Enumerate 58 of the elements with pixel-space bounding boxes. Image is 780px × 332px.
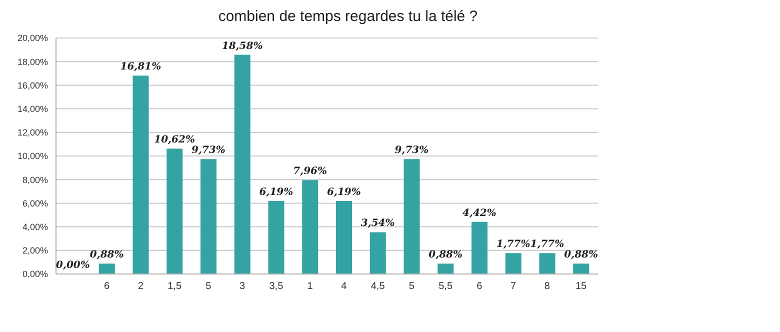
data-label: 4,42% <box>462 208 497 219</box>
bar <box>472 222 488 274</box>
x-tick-label: 3 <box>240 281 246 292</box>
y-tick-label: 14,00% <box>17 104 48 114</box>
data-label: 7,96% <box>293 166 328 178</box>
x-tick-label: 1 <box>307 281 314 292</box>
data-label: 16,81% <box>120 62 162 73</box>
data-label: 0,88% <box>564 250 598 261</box>
bar <box>370 232 386 274</box>
y-tick-label: 4,00% <box>22 222 48 232</box>
x-tick-label: 3,5 <box>269 281 284 292</box>
bar <box>404 159 420 274</box>
y-tick-label: 8,00% <box>22 174 48 185</box>
y-tick-label: 16,00% <box>17 80 48 90</box>
data-label: 0,88% <box>428 250 463 261</box>
bar <box>573 264 590 274</box>
data-label: 3,54% <box>360 218 396 230</box>
y-tick-label: 2,00% <box>22 246 48 256</box>
y-tick-label: 10,00% <box>17 151 48 162</box>
x-tick-label: 7 <box>510 281 517 292</box>
y-tick-label: 6,00% <box>22 198 48 208</box>
x-tick-label: 5,5 <box>438 281 453 292</box>
data-label: 0,00% <box>56 260 90 271</box>
data-label: 0,88% <box>90 250 124 261</box>
data-label: 10,62% <box>154 134 196 146</box>
y-tick-label: 12,00% <box>17 128 48 138</box>
bar <box>200 159 216 274</box>
x-tick-label: 6 <box>476 281 483 292</box>
bar <box>438 264 454 274</box>
data-label: 6,19% <box>259 186 294 198</box>
data-label: 1,77% <box>530 239 565 250</box>
bar <box>302 180 318 274</box>
x-tick-label: 8 <box>544 281 550 292</box>
bar <box>132 76 149 274</box>
bar <box>336 200 352 274</box>
x-tick-label: 15 <box>576 281 588 292</box>
x-tick-label: 5 <box>408 281 415 292</box>
data-label: 6,19% <box>327 186 362 198</box>
y-tick-label: 20,00% <box>17 33 48 44</box>
chart-title: combien de temps regardes tu la télé ? <box>217 8 479 27</box>
bar <box>505 253 522 274</box>
data-label: 9,73% <box>192 145 226 156</box>
bar <box>234 54 250 274</box>
data-label: 1,77% <box>496 239 531 250</box>
x-tick-label: 5 <box>206 281 212 292</box>
data-label: 18,58% <box>222 40 264 52</box>
bar <box>166 148 183 274</box>
bar <box>539 253 556 274</box>
x-tick-label: 2 <box>138 281 144 292</box>
y-tick-label: 0,00% <box>22 269 48 280</box>
x-tick-label: 4,5 <box>370 281 386 292</box>
bar <box>268 200 284 274</box>
x-tick-label: 4 <box>341 281 348 292</box>
x-tick-label: 6 <box>104 281 110 292</box>
y-tick-label: 18,00% <box>17 56 48 67</box>
bar <box>98 264 115 274</box>
x-tick-label: 1,5 <box>168 281 182 292</box>
data-label: 9,73% <box>394 145 430 156</box>
